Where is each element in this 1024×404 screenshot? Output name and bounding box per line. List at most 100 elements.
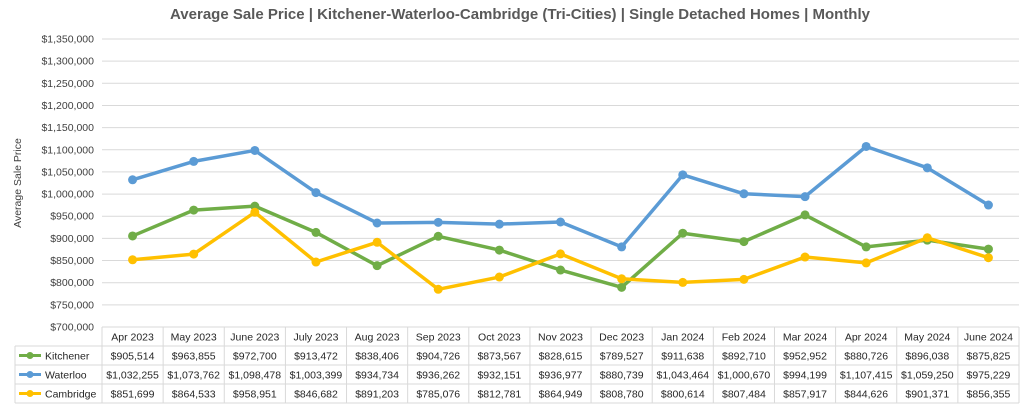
table-cell: $1,107,415 — [840, 370, 893, 382]
data-point — [983, 253, 993, 263]
table-cell: $875,825 — [967, 351, 1011, 363]
data-point — [800, 192, 810, 202]
series-line — [130, 144, 991, 249]
series-waterloo — [128, 141, 993, 252]
data-point — [922, 233, 932, 243]
table-cell: $789,527 — [600, 351, 644, 363]
table-cell: $828,615 — [539, 351, 583, 363]
table-cell: $892,710 — [722, 351, 766, 363]
table-cell: $1,073,762 — [167, 370, 220, 382]
table-cell: $864,949 — [539, 389, 583, 401]
data-point — [250, 207, 260, 217]
data-point — [800, 252, 810, 262]
table-cell: $851,699 — [111, 389, 155, 401]
data-point — [617, 282, 627, 292]
x-tick-label: Nov 2023 — [538, 332, 583, 344]
data-point — [128, 255, 138, 265]
y-tick-label: $1,150,000 — [41, 122, 94, 134]
table-cell: $856,355 — [967, 389, 1011, 401]
table-cell: $958,951 — [233, 389, 277, 401]
table-cell: $808,780 — [600, 389, 644, 401]
data-point — [983, 244, 993, 254]
table-cell: $911,638 — [661, 351, 704, 363]
table-cell: $975,229 — [967, 370, 1011, 382]
y-tick-label: $900,000 — [50, 233, 94, 245]
legend-label: Kitchener — [45, 351, 90, 363]
data-point — [617, 274, 627, 284]
data-point — [372, 261, 382, 271]
table-cell: $1,003,399 — [290, 370, 343, 382]
data-point — [922, 163, 932, 173]
table-cell: $873,567 — [477, 351, 521, 363]
table-cell: $807,484 — [722, 389, 766, 401]
x-tick-label: July 2023 — [293, 332, 338, 344]
data-point — [861, 242, 871, 252]
table-cell: $994,199 — [783, 370, 827, 382]
data-point — [311, 257, 321, 267]
y-tick-label: $1,200,000 — [41, 100, 94, 112]
y-tick-label: $850,000 — [50, 255, 94, 267]
x-tick-label: Dec 2023 — [599, 332, 644, 344]
data-point — [678, 228, 688, 238]
table-cell: $785,076 — [416, 389, 460, 401]
data-point — [861, 141, 871, 151]
x-tick-label: June 2023 — [230, 332, 279, 344]
data-point — [678, 277, 688, 287]
y-tick-label: $750,000 — [50, 299, 94, 311]
data-point — [128, 175, 138, 185]
x-tick-label: May 2023 — [171, 332, 217, 344]
series-cambridge — [128, 207, 993, 294]
data-point — [189, 156, 199, 166]
y-tick-label: $800,000 — [50, 277, 94, 289]
data-point — [678, 170, 688, 180]
table-cell: $800,614 — [661, 389, 705, 401]
data-point — [189, 249, 199, 259]
data-point — [861, 258, 871, 268]
data-point — [433, 231, 443, 241]
table-cell: $838,406 — [355, 351, 399, 363]
data-point — [128, 231, 138, 241]
table-cell: $1,059,250 — [901, 370, 954, 382]
table-cell: $913,472 — [294, 351, 338, 363]
table-cell: $880,726 — [844, 351, 888, 363]
table-cell: $963,855 — [172, 351, 216, 363]
table-cell: $901,371 — [905, 389, 949, 401]
y-tick-label: $950,000 — [50, 211, 94, 223]
data-point — [433, 284, 443, 294]
table-cell: $904,726 — [416, 351, 460, 363]
y-tick-label: $1,300,000 — [41, 56, 94, 68]
data-point — [617, 242, 627, 252]
y-tick-label: $1,250,000 — [41, 78, 94, 90]
table-cell: $934,734 — [355, 370, 399, 382]
data-point — [494, 272, 504, 282]
data-point — [494, 245, 504, 255]
table-cell: $864,533 — [172, 389, 216, 401]
x-tick-label: Feb 2024 — [722, 332, 767, 344]
data-point — [494, 219, 504, 229]
table-cell: $972,700 — [233, 351, 277, 363]
data-point — [433, 217, 443, 227]
y-tick-label: $700,000 — [50, 322, 94, 334]
y-tick-label: $1,350,000 — [41, 34, 94, 46]
legend-key-marker — [26, 371, 34, 378]
x-tick-label: Mar 2024 — [783, 332, 828, 344]
table-cell: $857,917 — [783, 389, 827, 401]
y-tick-label: $1,100,000 — [41, 144, 94, 156]
data-point — [189, 205, 199, 215]
table-cell: $1,000,670 — [718, 370, 771, 382]
table-cell: $932,151 — [477, 370, 521, 382]
table-cell: $952,952 — [783, 351, 827, 363]
table-cell: $936,262 — [416, 370, 460, 382]
data-point — [800, 210, 810, 220]
data-point — [372, 218, 382, 228]
table-cell: $846,682 — [294, 389, 338, 401]
x-tick-label: June 2024 — [964, 332, 1013, 344]
x-tick-label: Oct 2023 — [478, 332, 521, 344]
table-cell: $1,098,478 — [229, 370, 282, 382]
table-cell: $844,626 — [844, 389, 888, 401]
table-cell: $891,203 — [355, 389, 399, 401]
x-tick-label: Apr 2023 — [111, 332, 154, 344]
table-cell: $896,038 — [905, 351, 949, 363]
y-tick-label: $1,000,000 — [41, 189, 94, 201]
